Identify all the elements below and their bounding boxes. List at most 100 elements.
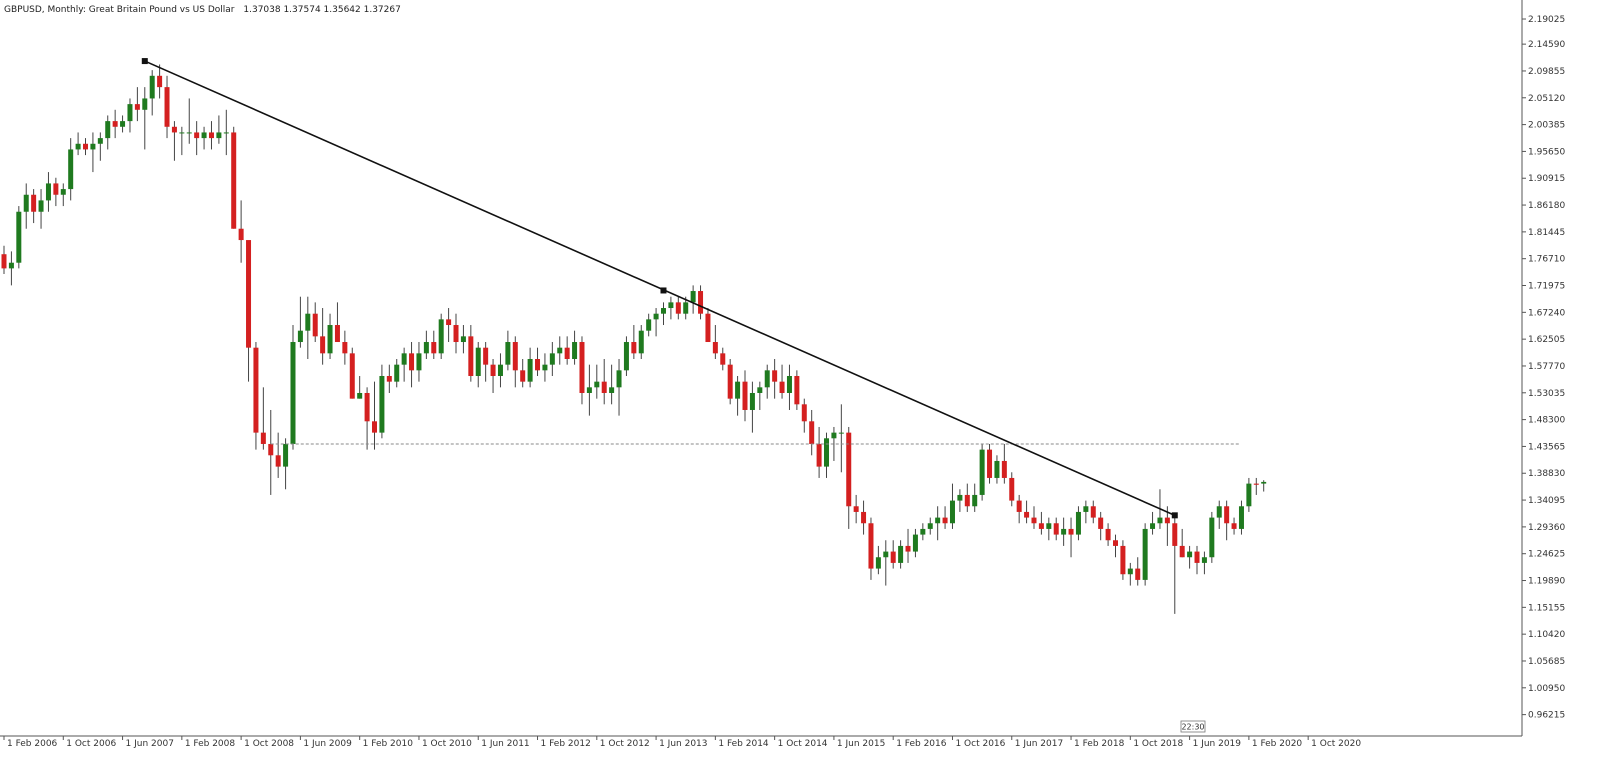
candle	[1038, 511, 1044, 535]
candle	[38, 189, 44, 229]
y-tick-label: 1.10420	[1528, 630, 1565, 640]
candle	[1090, 500, 1096, 524]
candle	[749, 381, 755, 433]
candle	[727, 359, 733, 405]
bull-candle-body	[927, 523, 933, 529]
bear-candle-body	[334, 325, 340, 343]
bull-candle-body	[16, 211, 22, 263]
candle	[342, 330, 348, 365]
bull-candle-body	[75, 143, 81, 150]
candle	[1120, 540, 1126, 580]
bear-candle-body	[727, 364, 733, 399]
bear-candle-body	[483, 347, 489, 365]
bear-candle-body	[1105, 528, 1111, 541]
y-tick-label: 2.00385	[1528, 121, 1565, 131]
candle	[423, 330, 429, 360]
bear-candle-body	[53, 183, 59, 195]
candle	[1224, 500, 1230, 541]
bear-candle-body	[512, 342, 518, 371]
candle	[764, 364, 770, 399]
bear-candle-body	[342, 342, 348, 354]
candle	[779, 364, 785, 399]
candle	[83, 138, 89, 156]
trendline-anchor-start[interactable]	[141, 58, 148, 65]
y-tick-label: 1.67240	[1528, 308, 1565, 318]
bull-candle-body	[475, 347, 481, 376]
bear-candle-body	[1016, 500, 1022, 512]
bull-candle-body	[735, 381, 741, 399]
bull-candle-body	[8, 262, 14, 269]
bull-candle-body	[646, 319, 652, 331]
candle	[97, 132, 103, 161]
bear-candle-body	[157, 75, 163, 88]
candle	[549, 342, 555, 376]
bear-candle-body	[698, 291, 704, 314]
x-tick-label: 1 Feb 2018	[1074, 739, 1125, 749]
trendline-anchor-mid[interactable]	[660, 287, 667, 294]
candle	[1238, 500, 1244, 535]
candle	[912, 528, 918, 558]
bull-candle-body	[394, 364, 400, 382]
bear-candle-body	[987, 449, 993, 478]
bear-candle-body	[1098, 517, 1104, 529]
candle	[868, 517, 874, 580]
candle	[194, 121, 200, 156]
candle	[927, 517, 933, 535]
bull-candle-body	[290, 342, 296, 444]
candle	[468, 325, 474, 382]
candle	[853, 494, 859, 524]
candle	[690, 285, 696, 314]
bear-candle-body	[675, 302, 681, 314]
bear-candle-body	[364, 392, 370, 422]
candle	[238, 200, 244, 263]
candle	[594, 364, 600, 399]
bear-candle-body	[742, 381, 748, 410]
candle	[1, 245, 7, 275]
candle	[497, 353, 503, 388]
bull-candle-body	[949, 500, 955, 524]
trendline-layer[interactable]	[141, 58, 1178, 519]
y-tick-label: 0.96215	[1528, 711, 1565, 721]
bull-candle-body	[1261, 481, 1267, 484]
candle	[208, 121, 214, 150]
candle	[75, 132, 81, 156]
candle	[483, 342, 489, 382]
bear-candle-body	[320, 336, 326, 354]
bear-candle-body	[1090, 506, 1096, 518]
ohlc-values: 1.37038 1.37574 1.35642 1.37267	[243, 5, 400, 15]
candle	[542, 353, 548, 382]
bear-candle-body	[1172, 523, 1178, 546]
bull-candle-body	[838, 432, 844, 434]
bear-candle-body	[1113, 540, 1118, 546]
candle	[572, 330, 578, 365]
candle	[742, 370, 748, 422]
candle	[1194, 545, 1200, 575]
bull-candle-body	[1201, 557, 1207, 563]
bear-candle-body	[490, 364, 496, 376]
bull-candle-body	[1209, 517, 1215, 558]
bull-candle-body	[438, 319, 444, 354]
bear-candle-body	[816, 443, 822, 467]
x-tick-label: 1 Feb 2012	[541, 739, 591, 749]
bear-candle-body	[1053, 523, 1059, 535]
candle	[520, 359, 526, 388]
price-axis[interactable]: 2.19025 2.14590 2.09855 2.05120 2.00385 1.956…	[1522, 15, 1565, 721]
candle	[1098, 511, 1104, 541]
candle	[816, 426, 822, 478]
bear-candle-body	[372, 421, 377, 433]
candle	[1231, 517, 1237, 535]
bull-candle-body	[283, 443, 289, 467]
candle	[720, 347, 726, 371]
bear-candle-body	[312, 313, 318, 337]
time-axis[interactable]: 1 Feb 2006 1 Oct 2006 1 Jun 2007 1 Feb 2008…	[3, 736, 1361, 749]
bull-candle-body	[594, 381, 600, 388]
x-tick-label: 1 Oct 2018	[1133, 739, 1183, 749]
candle	[1209, 511, 1215, 563]
trendline[interactable]	[144, 60, 1176, 517]
bear-candle-body	[1164, 517, 1170, 524]
trendline-anchor-end[interactable]	[1171, 512, 1178, 519]
candle	[327, 313, 333, 360]
bull-candle-body	[38, 200, 44, 212]
